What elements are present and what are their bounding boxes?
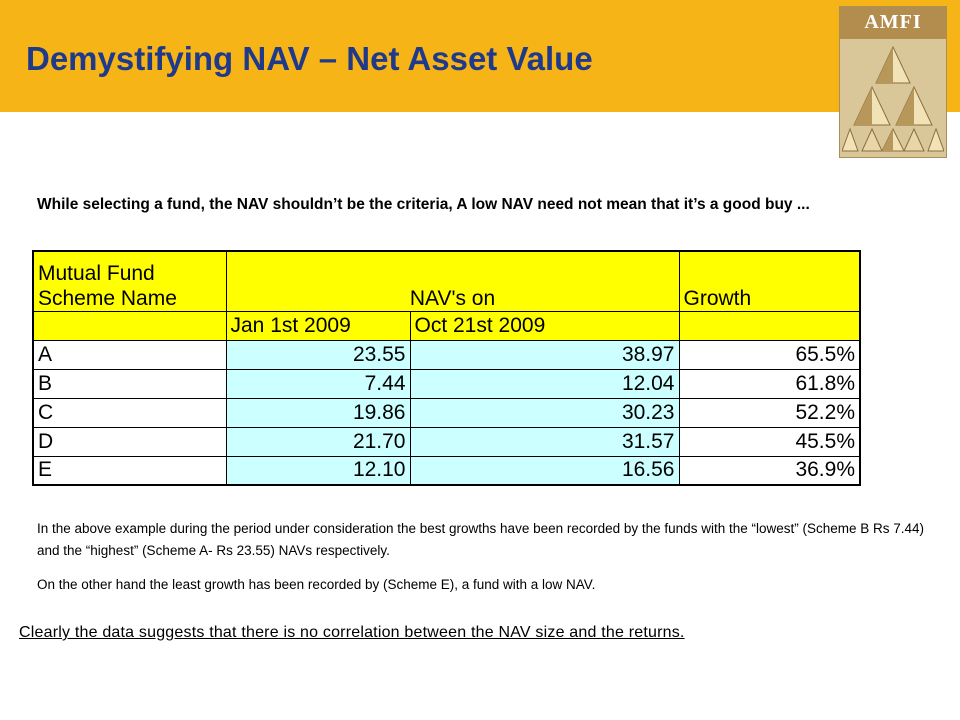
date-row-growth-blank bbox=[678, 310, 861, 341]
scheme-cell: B bbox=[32, 368, 227, 399]
header-date-oct: Oct 21st 2009 bbox=[409, 310, 680, 341]
nav-jan-cell: 7.44 bbox=[225, 368, 411, 399]
scheme-cell: D bbox=[32, 426, 227, 457]
explanation-paragraph: In the above example during the period u… bbox=[37, 521, 925, 558]
nav-oct-cell: 16.56 bbox=[409, 455, 680, 486]
nav-jan-cell: 19.86 bbox=[225, 397, 411, 428]
nav-jan-cell: 12.10 bbox=[225, 455, 411, 486]
nav-oct-cell: 12.04 bbox=[409, 368, 680, 399]
growth-cell: 52.2% bbox=[678, 397, 861, 428]
table-row: B 7.44 12.04 61.8% bbox=[32, 368, 861, 399]
logo-pyramid-icon bbox=[842, 41, 944, 155]
header-scheme-line1: Mutual Fund bbox=[38, 261, 155, 285]
header-band: Demystifying NAV – Net Asset Value bbox=[0, 0, 960, 112]
nav-jan-cell: 21.70 bbox=[225, 426, 411, 457]
nav-table: Mutual Fund Scheme Name NAV's on Growth … bbox=[32, 250, 861, 486]
logo-band: AMFI bbox=[840, 7, 946, 39]
nav-oct-cell: 38.97 bbox=[409, 339, 680, 370]
date-row-blank-cell bbox=[32, 310, 227, 341]
header-scheme-line2: Scheme Name bbox=[38, 286, 177, 310]
scheme-cell: A bbox=[32, 339, 227, 370]
header-scheme-name: Mutual Fund Scheme Name bbox=[32, 250, 227, 312]
growth-cell: 45.5% bbox=[678, 426, 861, 457]
header-date-jan: Jan 1st 2009 bbox=[225, 310, 411, 341]
nav-oct-cell: 30.23 bbox=[409, 397, 680, 428]
logo-text: AMFI bbox=[864, 11, 922, 33]
slide-title: Demystifying NAV – Net Asset Value bbox=[26, 40, 593, 77]
table-row: C 19.86 30.23 52.2% bbox=[32, 397, 861, 428]
nav-jan-cell: 23.55 bbox=[225, 339, 411, 370]
table-row: E 12.10 16.56 36.9% bbox=[32, 455, 861, 486]
table-date-row: Jan 1st 2009 Oct 21st 2009 bbox=[32, 310, 861, 341]
growth-cell: 61.8% bbox=[678, 368, 861, 399]
growth-cell: 65.5% bbox=[678, 339, 861, 370]
conclusion-text: Clearly the data suggests that there is … bbox=[19, 624, 685, 641]
scheme-cell: C bbox=[32, 397, 227, 428]
table-row: A 23.55 38.97 65.5% bbox=[32, 339, 861, 370]
header-growth: Growth bbox=[678, 250, 861, 312]
amfi-logo: AMFI bbox=[839, 6, 947, 158]
least-growth-paragraph: On the other hand the least growth has b… bbox=[37, 577, 596, 592]
intro-text: While selecting a fund, the NAV shouldn’… bbox=[37, 196, 810, 213]
scheme-cell: E bbox=[32, 455, 227, 486]
table-header-row: Mutual Fund Scheme Name NAV's on Growth bbox=[32, 250, 861, 312]
header-navs-on: NAV's on bbox=[225, 250, 680, 312]
table-row: D 21.70 31.57 45.5% bbox=[32, 426, 861, 457]
nav-oct-cell: 31.57 bbox=[409, 426, 680, 457]
growth-cell: 36.9% bbox=[678, 455, 861, 486]
